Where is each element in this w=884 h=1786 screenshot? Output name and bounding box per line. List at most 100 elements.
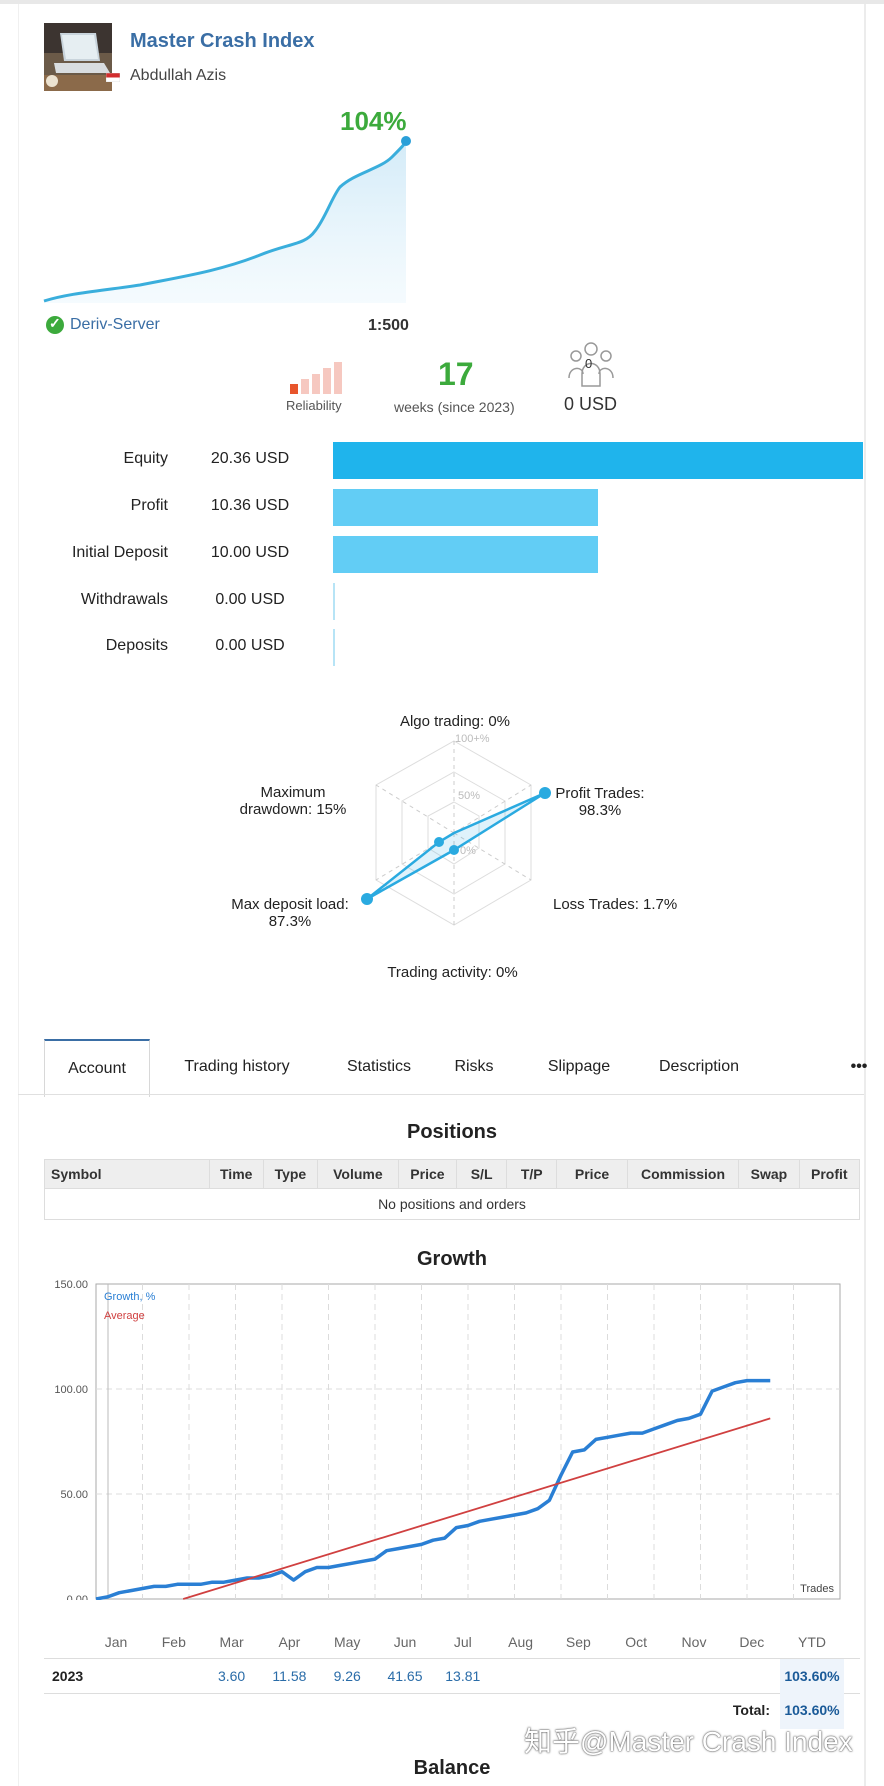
tab-divider [18, 1094, 864, 1095]
legend-entry: Growth, % [104, 1291, 156, 1303]
month-header: Jan [104, 1634, 128, 1650]
radar-label-algo-trading: Algo trading: 0% [399, 713, 511, 730]
stat-bar [333, 583, 335, 620]
month-value[interactable]: 13.81 [445, 1668, 481, 1684]
y-tick-label: 100.00 [54, 1384, 88, 1396]
tab-slippage[interactable]: Slippage [547, 1058, 611, 1075]
server-info[interactable]: Deriv-Server [46, 315, 160, 334]
legend-entry: Average [104, 1310, 145, 1322]
stat-label: Deposits [105, 637, 168, 654]
col-tp: T/P [506, 1159, 558, 1189]
reliability-label: Reliability [286, 398, 342, 413]
radar-inner-ring [427, 801, 480, 865]
max-deposit-load-label: Max deposit load: [231, 896, 349, 913]
avatar[interactable] [44, 23, 112, 91]
reliability-bars-icon[interactable] [290, 362, 350, 394]
col-commission: Commission [626, 1159, 740, 1189]
radar-label-max-deposit-load: Max deposit load: 87.3% [220, 896, 360, 930]
month-value[interactable]: 9.26 [333, 1668, 361, 1684]
balance-title: Balance [413, 1757, 491, 1779]
radar-label-loss-trades: Loss Trades: 1.7% [553, 896, 678, 913]
y-tick-label: 150.00 [54, 1279, 88, 1291]
y-tick-label: 0.00 [67, 1594, 88, 1600]
stat-bar [333, 442, 863, 479]
month-header: Oct [625, 1634, 648, 1650]
tab-account[interactable]: Account [44, 1039, 150, 1097]
col-volume: Volume [317, 1159, 399, 1189]
col-time: Time [208, 1159, 264, 1189]
stat-label: Equity [123, 450, 168, 467]
months-header-row: Jan Feb Mar Apr May Jun Jul Aug Sep Oct Nov Dec YTD [44, 1626, 860, 1659]
growth-percentage: 104% [340, 106, 407, 136]
tab-trading-history[interactable]: Trading history [184, 1058, 290, 1075]
ytd-header: YTD [798, 1634, 826, 1650]
plot-frame [95, 1283, 841, 1600]
month-value[interactable] [145, 1659, 203, 1693]
author-name[interactable]: Abdullah Azis [130, 67, 227, 84]
stat-label: Withdrawals [80, 591, 168, 608]
max-deposit-load-value: 87.3% [268, 913, 312, 930]
stat-label: Profit [130, 497, 168, 514]
month-header: Apr [278, 1634, 301, 1650]
month-value[interactable] [549, 1659, 607, 1693]
col-price-current: Price [556, 1159, 628, 1189]
stat-bar [333, 536, 598, 573]
month-value[interactable] [665, 1659, 723, 1693]
radar-point-loss-trades [449, 845, 459, 855]
profit-trades-label: Profit Trades: [555, 785, 645, 802]
signal-title[interactable]: Master Crash Index [130, 30, 315, 52]
ytd-value: 103.60% [784, 1668, 840, 1684]
month-value[interactable] [607, 1659, 665, 1693]
tab-statistics[interactable]: Statistics [346, 1058, 411, 1075]
right-border [864, 4, 866, 1786]
month-header: Mar [219, 1634, 244, 1650]
subscribers-icon [568, 342, 614, 387]
month-value[interactable]: 3.60 [217, 1668, 246, 1684]
radar-point-max-drawdown [434, 837, 444, 847]
stat-value: 20.36 USD [210, 450, 290, 467]
total-value: 103.60% [784, 1702, 840, 1718]
tab-description[interactable]: Description [658, 1058, 740, 1075]
total-cell-bg [780, 1693, 844, 1729]
radar-label-profit-trades: Profit Trades: 98.3% [550, 785, 650, 819]
month-header: Nov [681, 1634, 707, 1650]
tab-risks[interactable]: Risks [454, 1058, 494, 1075]
top-border [0, 0, 884, 4]
max-drawdown-label: Maximum [260, 784, 326, 801]
month-header: Jun [393, 1634, 417, 1650]
stat-bar [333, 489, 598, 526]
stat-bar [333, 629, 335, 666]
left-border [18, 4, 19, 1786]
stat-value: 0.00 USD [215, 637, 285, 654]
sparkline-end-point [401, 136, 411, 146]
growth-title: Growth [417, 1248, 487, 1270]
col-price: Price [397, 1159, 458, 1189]
more-tabs-button[interactable]: ••• [850, 1058, 868, 1075]
average-line [182, 1417, 771, 1600]
y-tick-label: 50.00 [60, 1489, 88, 1501]
month-header: Sep [565, 1634, 591, 1650]
month-value[interactable] [87, 1659, 145, 1693]
stat-value: 10.36 USD [210, 497, 290, 514]
radar-label-trading-activity: Trading activity: 0% [387, 964, 518, 981]
leverage-value: 1:500 [368, 317, 409, 334]
month-value[interactable]: 41.65 [387, 1668, 423, 1684]
radar-scale-0: 0% [460, 845, 476, 857]
col-profit: Profit [798, 1159, 861, 1189]
month-header: Dec [739, 1634, 765, 1650]
positions-empty-text: No positions and orders [44, 1188, 860, 1220]
month-value[interactable] [723, 1659, 781, 1693]
year-label: 2023 [52, 1668, 84, 1684]
radar-point-profit-trades [539, 787, 551, 799]
month-header: Feb [161, 1634, 186, 1650]
max-drawdown-value: drawdown: 15% [239, 801, 347, 818]
ytd-cell-bg [780, 1659, 844, 1693]
radar-chart [361, 740, 551, 926]
verified-shield-icon [46, 315, 64, 334]
month-value[interactable]: 11.58 [272, 1668, 307, 1684]
col-symbol: Symbol [44, 1159, 210, 1189]
month-value[interactable] [492, 1659, 550, 1693]
year-row: 3.60 11.58 9.26 41.65 13.81 103.60% 2023 [44, 1659, 860, 1694]
growth-line [95, 1378, 771, 1600]
radar-middle-ring [401, 771, 506, 895]
